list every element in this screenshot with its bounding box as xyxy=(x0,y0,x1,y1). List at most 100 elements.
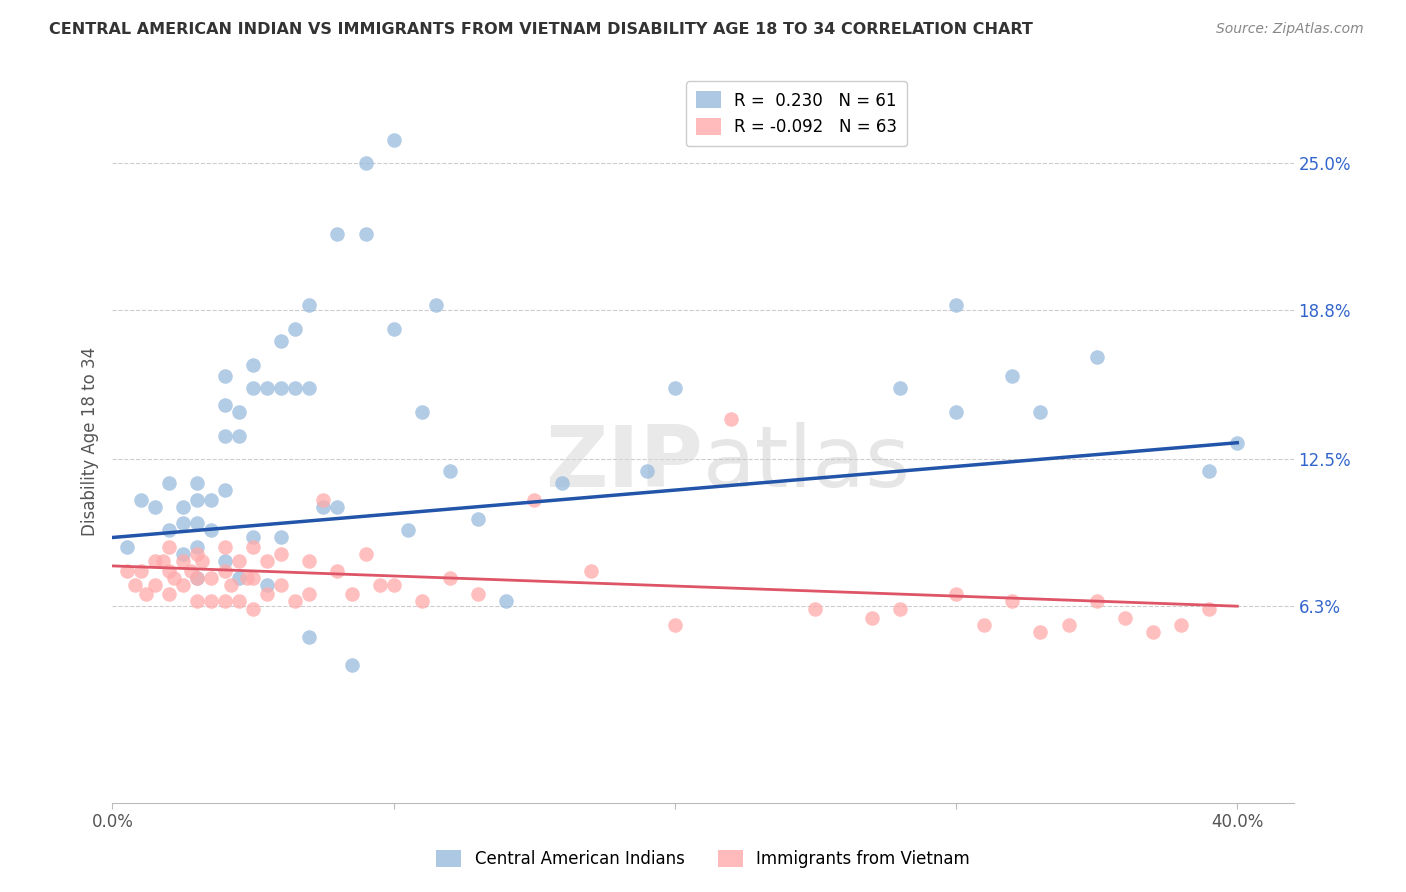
Point xyxy=(214,398,236,412)
Point xyxy=(129,492,152,507)
Point xyxy=(172,547,194,561)
Point xyxy=(298,381,321,395)
Point xyxy=(860,611,883,625)
Point xyxy=(152,554,174,568)
Point xyxy=(163,571,186,585)
Point xyxy=(467,511,489,525)
Point xyxy=(1142,625,1164,640)
Point xyxy=(1001,594,1024,608)
Point xyxy=(228,428,250,442)
Point xyxy=(270,531,292,545)
Point xyxy=(256,587,278,601)
Point xyxy=(129,564,152,578)
Text: atlas: atlas xyxy=(703,422,911,505)
Point xyxy=(157,564,180,578)
Point xyxy=(1170,618,1192,632)
Point xyxy=(186,492,208,507)
Point xyxy=(1085,594,1108,608)
Text: CENTRAL AMERICAN INDIAN VS IMMIGRANTS FROM VIETNAM DISABILITY AGE 18 TO 34 CORRE: CENTRAL AMERICAN INDIAN VS IMMIGRANTS FR… xyxy=(49,22,1033,37)
Point xyxy=(228,594,250,608)
Point xyxy=(172,554,194,568)
Point xyxy=(284,381,307,395)
Point xyxy=(186,571,208,585)
Point xyxy=(551,475,574,490)
Y-axis label: Disability Age 18 to 34: Disability Age 18 to 34 xyxy=(80,347,98,536)
Point xyxy=(172,500,194,514)
Point xyxy=(135,587,157,601)
Point xyxy=(1029,625,1052,640)
Point xyxy=(172,578,194,592)
Point xyxy=(284,322,307,336)
Point xyxy=(1198,464,1220,478)
Point xyxy=(157,587,180,601)
Point xyxy=(228,405,250,419)
Point xyxy=(354,156,377,170)
Point xyxy=(242,358,264,372)
Point xyxy=(270,578,292,592)
Point xyxy=(298,587,321,601)
Point xyxy=(186,547,208,561)
Point xyxy=(115,540,138,554)
Point xyxy=(242,381,264,395)
Point xyxy=(242,571,264,585)
Point xyxy=(186,571,208,585)
Point xyxy=(1057,618,1080,632)
Point xyxy=(228,554,250,568)
Point xyxy=(889,381,911,395)
Point xyxy=(312,500,335,514)
Point xyxy=(284,594,307,608)
Point xyxy=(425,298,447,312)
Point xyxy=(214,428,236,442)
Point xyxy=(664,381,686,395)
Point xyxy=(236,571,259,585)
Point xyxy=(973,618,995,632)
Point xyxy=(636,464,658,478)
Point xyxy=(191,554,214,568)
Point xyxy=(200,492,222,507)
Point xyxy=(326,500,349,514)
Point xyxy=(242,531,264,545)
Point xyxy=(214,540,236,554)
Point xyxy=(157,540,180,554)
Point xyxy=(143,578,166,592)
Point xyxy=(411,594,433,608)
Point xyxy=(242,540,264,554)
Point xyxy=(1226,435,1249,450)
Point xyxy=(214,369,236,384)
Point xyxy=(1198,601,1220,615)
Point xyxy=(270,334,292,348)
Point xyxy=(186,540,208,554)
Point xyxy=(720,412,742,426)
Point xyxy=(326,564,349,578)
Point xyxy=(256,554,278,568)
Point xyxy=(439,464,461,478)
Point xyxy=(214,483,236,497)
Point xyxy=(495,594,517,608)
Point xyxy=(228,571,250,585)
Point xyxy=(214,554,236,568)
Point xyxy=(1114,611,1136,625)
Point xyxy=(382,322,405,336)
Point xyxy=(1029,405,1052,419)
Point xyxy=(256,381,278,395)
Point xyxy=(467,587,489,601)
Point xyxy=(270,381,292,395)
Point xyxy=(354,547,377,561)
Point xyxy=(143,554,166,568)
Point xyxy=(186,594,208,608)
Point xyxy=(180,564,202,578)
Point xyxy=(1085,351,1108,365)
Legend: Central American Indians, Immigrants from Vietnam: Central American Indians, Immigrants fro… xyxy=(429,843,977,875)
Point xyxy=(945,405,967,419)
Point xyxy=(1001,369,1024,384)
Point xyxy=(214,594,236,608)
Text: Source: ZipAtlas.com: Source: ZipAtlas.com xyxy=(1216,22,1364,37)
Point xyxy=(157,524,180,538)
Point xyxy=(368,578,391,592)
Point xyxy=(214,564,236,578)
Point xyxy=(804,601,827,615)
Text: ZIP: ZIP xyxy=(546,422,703,505)
Legend: R =  0.230   N = 61, R = -0.092   N = 63: R = 0.230 N = 61, R = -0.092 N = 63 xyxy=(686,81,907,146)
Point xyxy=(242,601,264,615)
Point xyxy=(172,516,194,531)
